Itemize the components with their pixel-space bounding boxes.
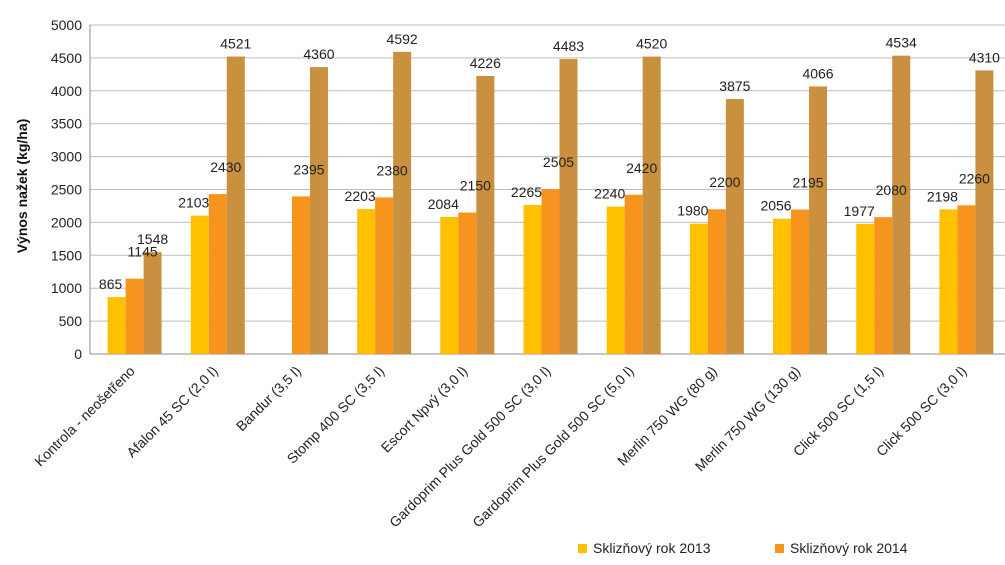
bar (957, 205, 976, 354)
bar (226, 56, 245, 355)
bar (440, 216, 459, 354)
data-label: 2260 (959, 170, 990, 186)
bar (856, 223, 875, 354)
data-label: 4534 (886, 35, 917, 51)
bar (707, 209, 726, 354)
bar (642, 56, 661, 355)
y-tick-label: 500 (59, 313, 83, 329)
data-label: 2103 (178, 195, 209, 211)
x-tick-label: Afalon 45 SC (2,0 l) (123, 363, 221, 461)
bar (725, 99, 744, 355)
bar (773, 218, 792, 354)
bar (190, 215, 209, 354)
x-tick-label: Click 500 SC (3,0 l) (873, 363, 970, 460)
bar (208, 194, 227, 354)
x-tick-label: Escort Npvý (3,0 l) (378, 363, 471, 456)
data-label: 2395 (293, 161, 324, 177)
bar (606, 206, 625, 354)
data-label: 4592 (387, 31, 418, 47)
y-tick-label: 4500 (51, 50, 82, 66)
bar (143, 252, 162, 354)
data-label: 4310 (969, 49, 1000, 65)
data-label: 2240 (594, 186, 625, 202)
bar (892, 55, 911, 354)
y-tick-label: 1000 (51, 280, 82, 296)
y-tick-label: 3500 (51, 116, 82, 132)
data-label: 2198 (927, 188, 958, 204)
data-label: 1145 (128, 244, 158, 260)
data-label: 1548 (137, 231, 168, 247)
legend-swatch-2013 (578, 544, 587, 553)
data-label: 2195 (792, 175, 823, 191)
data-label: 865 (99, 276, 123, 292)
bar (559, 59, 578, 354)
bar (458, 212, 477, 354)
y-axis-label: Výnos nažek (kg/ha) (14, 119, 30, 254)
bar (357, 209, 376, 354)
data-label: 2150 (460, 178, 491, 194)
bar (125, 278, 144, 354)
data-label: 2420 (626, 160, 657, 176)
y-tick-label: 2500 (51, 182, 82, 198)
y-tick-label: 2000 (51, 214, 82, 230)
data-label: 4226 (470, 55, 501, 71)
bar (393, 51, 412, 354)
data-label: 2084 (428, 196, 459, 212)
bar (375, 197, 394, 354)
bar (476, 75, 495, 354)
bar (523, 204, 542, 354)
data-label: 2380 (377, 162, 408, 178)
y-tick-label: 3000 (51, 149, 82, 165)
data-label: 3875 (719, 78, 750, 94)
data-label: 2056 (760, 198, 791, 214)
bar (541, 189, 560, 354)
data-label: 2080 (876, 182, 907, 198)
data-label: 1980 (677, 203, 708, 219)
bar (309, 67, 328, 354)
x-tick-label: Bandur (3,5 l) (233, 363, 304, 434)
bar (791, 209, 810, 354)
x-tick-label: Gardoprim Plus Gold 500 SC (5,0 l) (469, 363, 637, 531)
legend-label-2013: Sklizňový rok 2013 (593, 540, 711, 556)
legend-swatch-2014 (775, 544, 784, 553)
data-label: 4521 (220, 36, 251, 52)
y-axis-ticks: 0 500 1000 1500 2000 2500 3000 3500 4000 4500 5000 (51, 17, 82, 362)
data-label: 2505 (543, 154, 574, 170)
legend: Sklizňový rok 2013 Sklizňový rok 2014 (578, 540, 908, 556)
data-label: 4066 (802, 65, 833, 81)
bar (689, 223, 708, 354)
bar (809, 86, 828, 354)
bar (939, 209, 958, 354)
x-tick-label: Gardoprim Plus Gold 500 SC (3,0 l) (386, 363, 554, 531)
data-label: 1977 (844, 203, 875, 219)
data-label: 2430 (210, 159, 241, 175)
data-label: 4483 (553, 38, 584, 54)
legend-label-2014: Sklizňový rok 2014 (790, 540, 908, 556)
x-tick-label: Kontrola - neošetřeno (31, 363, 138, 470)
bar (107, 297, 126, 354)
data-label: 2265 (511, 184, 542, 200)
bar (291, 196, 310, 354)
bar (624, 194, 643, 354)
y-tick-label: 1500 (51, 247, 82, 263)
data-label: 2200 (709, 174, 740, 190)
data-label: 2203 (345, 188, 376, 204)
data-label: 4520 (636, 36, 667, 52)
bar (874, 217, 893, 354)
y-tick-label: 4000 (51, 83, 82, 99)
bars (107, 51, 994, 355)
bar (975, 70, 994, 354)
data-label: 4360 (303, 46, 334, 62)
y-tick-label: 5000 (51, 17, 82, 33)
y-tick-label: 0 (74, 346, 82, 362)
x-tick-label: Click 500 SC (1,5 l) (790, 363, 887, 460)
